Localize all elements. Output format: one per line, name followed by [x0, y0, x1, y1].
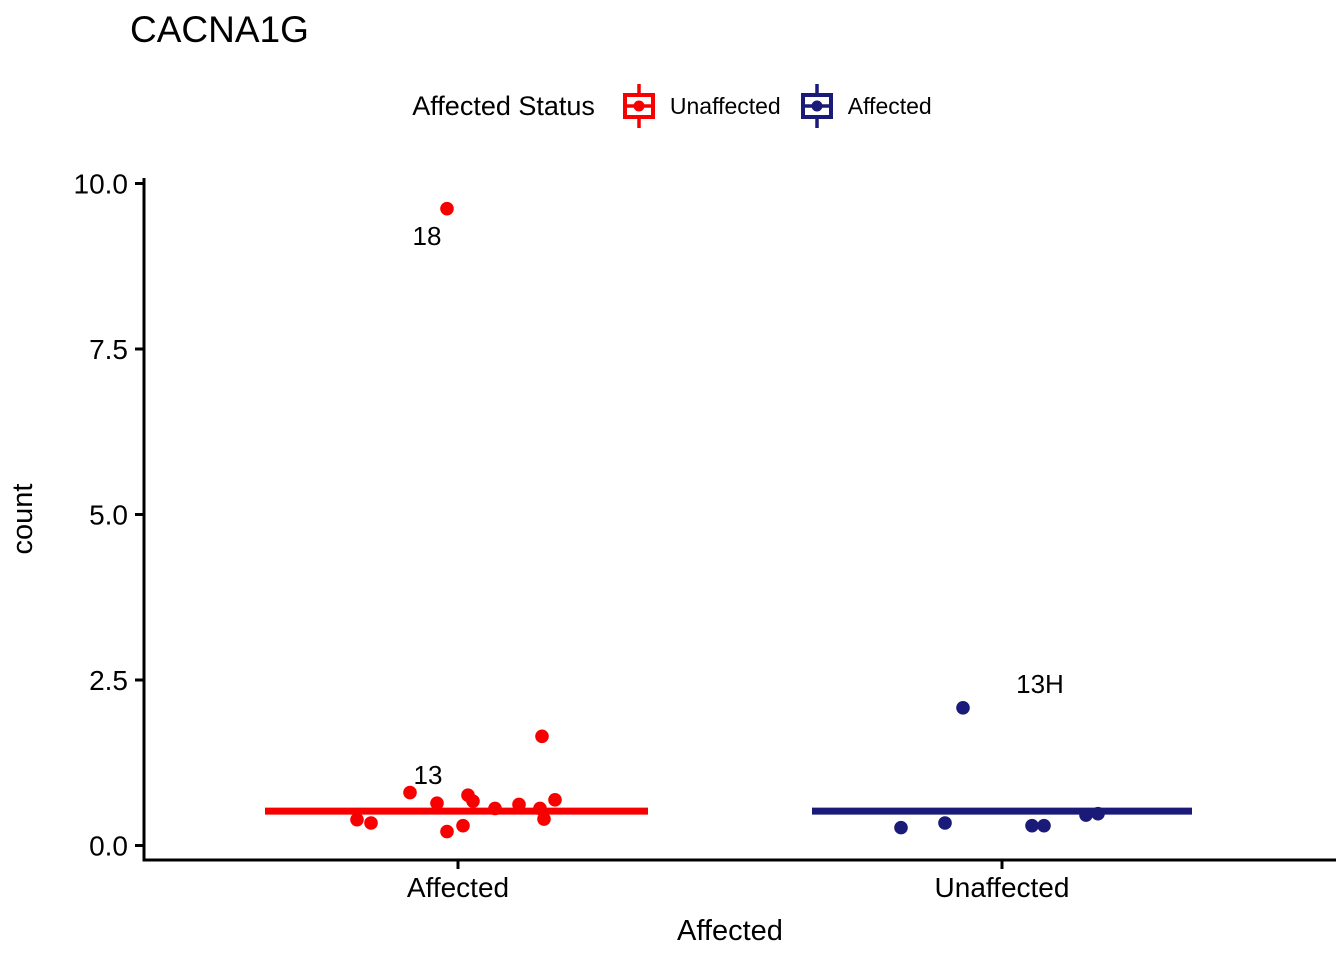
data-point [535, 729, 549, 744]
legend-label: Unaffected [669, 92, 781, 119]
y-axis-title: count [7, 484, 39, 555]
crossbar-point-key-icon [800, 84, 833, 128]
data-point [350, 812, 364, 827]
axis-ticks: 0.0 2.5 5.0 7.5 10.0 Affected Unaffected [74, 169, 1070, 904]
y-tick-label: 10.0 [74, 169, 129, 200]
point-label: 13H [1016, 669, 1064, 699]
data-point [440, 824, 454, 839]
y-tick-label: 0.0 [89, 831, 128, 862]
x-axis-title: Affected [677, 915, 783, 947]
x-tick-label: Unaffected [935, 872, 1070, 903]
data-point [956, 701, 970, 715]
data-point [430, 796, 444, 810]
data-point [1037, 818, 1051, 833]
point-label: 18 [413, 221, 442, 251]
point-label: 13 [414, 760, 443, 790]
data-point [466, 794, 480, 808]
axes [142, 178, 1336, 862]
x-tick-label: Affected [407, 872, 509, 903]
crossbar-point-key-icon [622, 84, 655, 128]
data-point [440, 201, 454, 216]
data-point [894, 820, 908, 835]
data-point [1025, 818, 1039, 833]
y-tick-label: 7.5 [89, 334, 128, 365]
data-points [350, 201, 1105, 839]
legend-item-unaffected: Unaffected [621, 82, 781, 130]
data-point [548, 793, 562, 807]
annotations: 18 13 13H [413, 221, 1064, 790]
data-point [537, 812, 551, 826]
data-point [403, 785, 417, 800]
y-tick-label: 2.5 [89, 665, 128, 696]
y-tick-label: 5.0 [89, 500, 128, 531]
legend: Affected Status Unaffected Affected [0, 80, 1344, 132]
chart-title: CACNA1G [130, 9, 309, 50]
data-point [364, 816, 378, 830]
legend-title: Affected Status [412, 90, 595, 121]
legend-label: Affected [847, 92, 932, 119]
legend-item-affected: Affected [799, 82, 932, 130]
data-point [456, 818, 470, 833]
data-point [938, 816, 952, 830]
